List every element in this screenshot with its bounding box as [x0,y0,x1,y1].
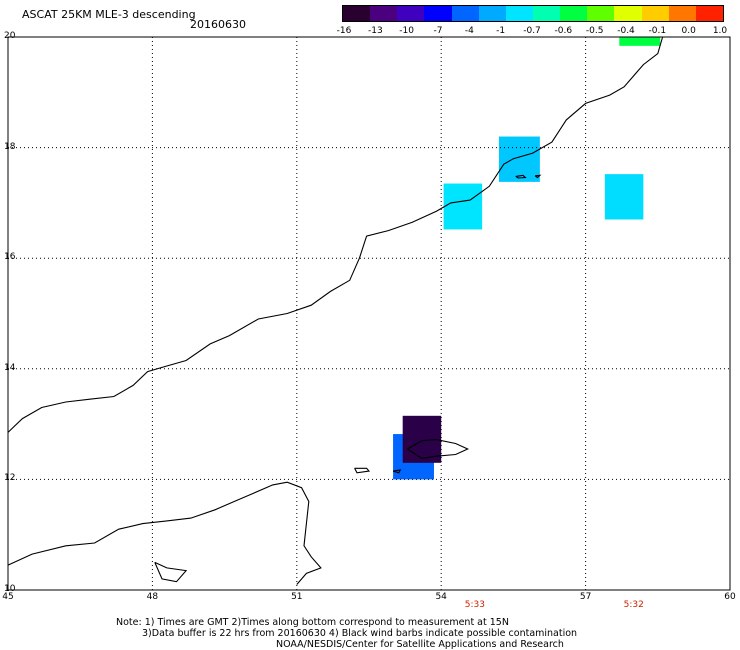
coastline-kuria [515,174,527,179]
coastline-arabia [7,36,664,433]
lon-tick-label: 45 [2,592,14,602]
colorbar-swatch [424,6,452,21]
colorbar-label: -4 [464,26,474,36]
colorbar-swatch [614,6,642,21]
plot-frame [7,36,731,591]
coastline-socotra [407,439,470,459]
lon-tick-label: 57 [579,592,592,602]
map-date: 20160630 [190,18,246,31]
colorbar-label: 0.0 [681,26,696,36]
colorbar-label: -16 [336,26,352,36]
coastline-kuria2 [534,174,542,179]
colorbar-swatch [587,6,615,21]
coastline-samha [392,469,402,474]
colorbar-label: -10 [399,26,415,36]
colorbar-label: -0.6 [554,26,573,36]
colorbar-label: -0.1 [648,26,667,36]
lon-tick-label: 54 [435,592,447,602]
colorbar-label: 1.0 [712,26,728,36]
colorbar [342,5,724,22]
coastline-islet [154,561,188,583]
colorbar-swatch [397,6,425,21]
lon-tick-label: 48 [146,592,159,602]
pass-time-label: 5:33 [464,600,485,610]
colorbar-swatch [695,6,723,21]
colorbar-swatch [668,6,696,21]
colorbar-label: -1 [496,26,506,36]
wind-cell [619,37,661,46]
colorbar-label: -7 [433,26,443,36]
pass-time-label: 5:32 [623,600,644,610]
lat-tick-label: 20 [4,31,16,41]
colorbar-swatch [505,6,533,21]
lon-tick-label: 60 [724,592,736,602]
colorbar-swatch [478,6,506,21]
wind-cell [498,136,540,182]
lat-tick-label: 12 [4,473,16,484]
wind-cell [443,183,483,230]
lat-tick-label: 14 [4,362,16,373]
map-title: ASCAT 25KM MLE-3 descending [22,8,196,21]
colorbar-swatch [641,6,669,21]
colorbar-label: -0.4 [617,26,635,36]
colorbar-swatch [560,6,588,21]
note-line-3: NOAA/NESDIS/Center for Satellite Applica… [276,639,564,650]
note-line-2: 3)Data buffer is 22 hrs from 20160630 4)… [142,628,578,639]
lat-tick-label: 18 [4,141,16,152]
colorbar-label: -13 [367,26,383,36]
coastline-somalia [7,481,322,585]
colorbar-swatch [451,6,479,21]
wind-cell [604,174,644,220]
colorbar-swatch [370,6,398,21]
lat-tick-label: 10 [4,584,16,594]
colorbar-label: -0.5 [585,26,604,36]
colorbar-label: -0.7 [523,26,541,36]
colorbar-swatch [343,6,371,21]
coastline-abdalkuri [354,467,371,474]
colorbar-swatch [532,6,561,21]
lon-tick-label: 51 [291,592,303,602]
lat-tick-label: 16 [4,252,16,263]
note-line-1: Note: 1) Times are GMT 2)Times along bot… [116,617,509,628]
